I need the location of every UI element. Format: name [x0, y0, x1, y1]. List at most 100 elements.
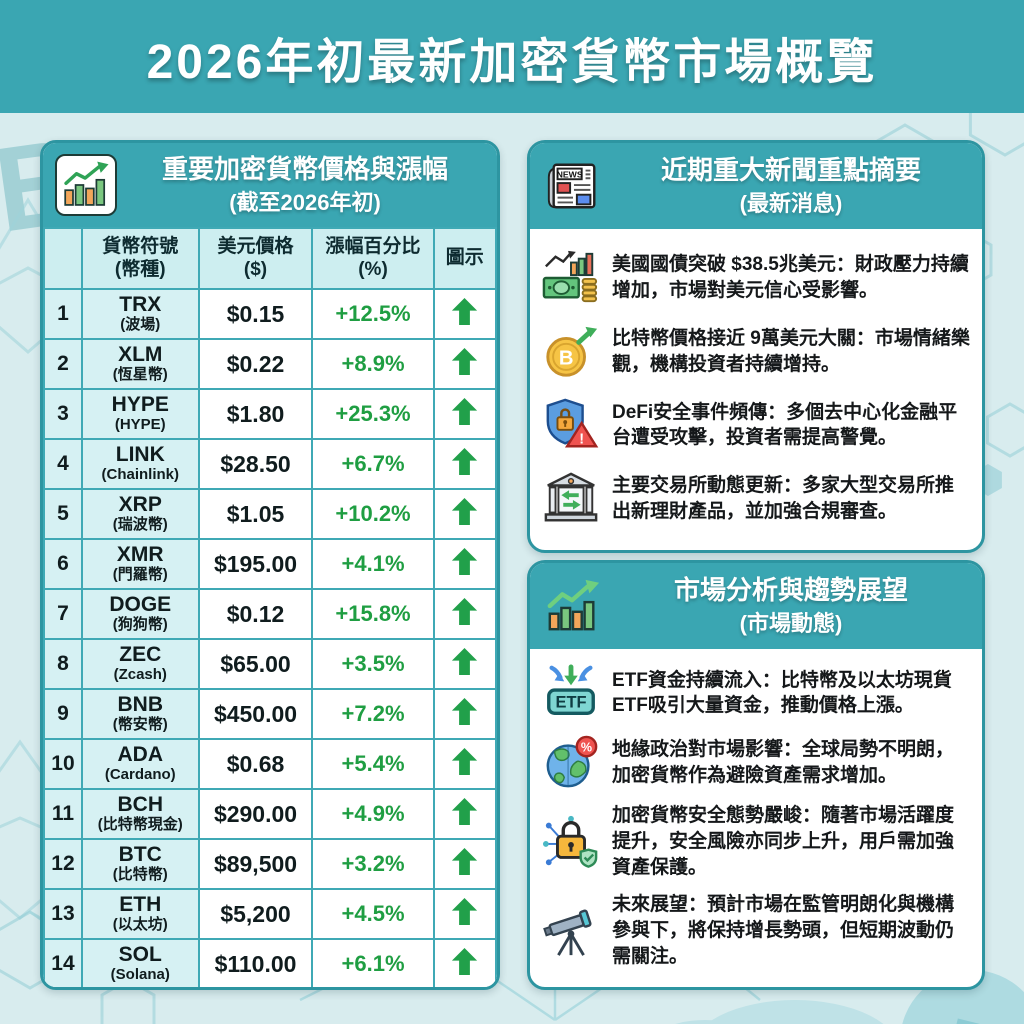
rank-cell: 2 — [43, 338, 83, 390]
symbol-cell: BCH (比特幣現金) — [80, 788, 200, 840]
change-cell: +15.8% — [311, 588, 435, 640]
col-price: 美元價格 ($) — [197, 227, 314, 290]
coin-name: (HYPE) — [114, 415, 166, 433]
symbol-cell: ZEC (Zcash) — [80, 638, 200, 690]
table-row: 14 SOL (Solana) $110.00 +6.1% — [43, 938, 497, 987]
price-cell: $110.00 — [197, 938, 314, 987]
change-cell: +12.5% — [311, 288, 435, 340]
change-cell: +7.2% — [311, 688, 435, 740]
table-row: 1 TRX (波場) $0.15 +12.5% — [43, 288, 497, 340]
price-cell: $89,500 — [197, 838, 314, 890]
rank-cell: 12 — [43, 838, 83, 890]
arrow-cell — [432, 338, 497, 390]
change-cell: +10.2% — [311, 488, 435, 540]
change-cell: +6.7% — [311, 438, 435, 490]
table-row: 2 XLM (恆星幣) $0.22 +8.9% — [43, 338, 497, 390]
news-item-text: DeFi安全事件頻傳：多個去中心化金融平台遭受攻擊，投資者需提高警覺。 — [612, 401, 958, 449]
change-cell: +4.1% — [311, 538, 435, 590]
symbol-cell: BNB (幣安幣) — [80, 688, 200, 740]
up-arrow-icon — [452, 598, 478, 625]
table-row: 4 LINK (Chainlink) $28.50 +6.7% — [43, 438, 497, 490]
table-row: 10 ADA (Cardano) $0.68 +5.4% — [43, 738, 497, 790]
news-panel-title: 近期重大新聞重點摘要 — [660, 154, 921, 185]
price-panel-header: 重要加密貨幣價格與漲幅 (截至2026年初) — [43, 143, 497, 227]
col-icon: 圖示 — [432, 227, 497, 290]
table-row: 13 ETH (以太坊) $5,200 +4.5% — [43, 888, 497, 940]
arrow-cell — [432, 388, 497, 440]
news-item: 主要交易所動態更新：多家大型交易所推出新理財產品，並加強合規審查。 — [542, 470, 970, 528]
up-arrow-icon — [452, 548, 478, 575]
symbol-cell: DOGE (狗狗幣) — [80, 588, 200, 640]
coin-name: (波場) — [120, 315, 161, 333]
table-row: 3 HYPE (HYPE) $1.80 +25.3% — [43, 388, 497, 440]
news-panel-header-text: 近期重大新聞重點摘要 (最新消息) — [614, 154, 968, 219]
price-cell: $0.15 — [197, 288, 314, 340]
arrow-cell — [432, 288, 497, 340]
rank-cell: 3 — [43, 388, 83, 440]
rank-cell: 1 — [43, 288, 83, 340]
analysis-item: % 地緣政治對市場影響：全球局勢不明朗，加密貨幣作為避險資產需求增加。 — [542, 734, 970, 792]
symbol-cell: HYPE (HYPE) — [80, 388, 200, 440]
money-chart-icon — [542, 249, 600, 307]
table-row: 12 BTC (比特幣) $89,500 +3.2% — [43, 838, 497, 890]
price-cell: $65.00 — [197, 638, 314, 690]
analysis-panel: 市場分析與趨勢展望 (市場動態) — [527, 560, 985, 990]
coin-symbol: ZEC — [119, 643, 162, 667]
arrow-cell — [432, 838, 497, 890]
up-arrow-icon — [452, 898, 478, 925]
symbol-cell: LINK (Chainlink) — [80, 438, 200, 490]
coin-symbol: BCH — [117, 793, 164, 817]
arrow-cell — [432, 688, 497, 740]
arrow-cell — [432, 938, 497, 987]
table-row: 6 XMR (門羅幣) $195.00 +4.1% — [43, 538, 497, 590]
change-cell: +25.3% — [311, 388, 435, 440]
symbol-cell: XRP (瑞波幣) — [80, 488, 200, 540]
coin-symbol: DOGE — [109, 593, 172, 617]
change-cell: +3.5% — [311, 638, 435, 690]
col-label: (幣種) — [114, 258, 166, 280]
bitcoin-letter: B — [559, 347, 574, 369]
cloud-shape — [675, 1000, 884, 1024]
price-cell: $450.00 — [197, 688, 314, 740]
coin-name: (瑞波幣) — [112, 515, 168, 533]
price-cell: $1.80 — [197, 388, 314, 440]
col-rank — [43, 227, 83, 290]
coin-symbol: TRX — [119, 293, 162, 317]
news-item: ! DeFi安全事件頻傳：多個去中心化金融平台遭受攻擊，投資者需提高警覺。 — [542, 396, 970, 454]
news-icon-label: NEWS — [557, 169, 583, 179]
analysis-panel-header-text: 市場分析與趨勢展望 (市場動態) — [614, 574, 968, 639]
news-item-text: 比特幣價格接近 9萬美元大關：市場情緒樂觀，機構投資者持續增持。 — [612, 327, 970, 375]
shield-alert-icon: ! — [542, 396, 600, 454]
news-icon: NEWS — [547, 163, 596, 209]
bank-exchange-icon — [542, 470, 600, 528]
symbol-cell: ADA (Cardano) — [80, 738, 200, 790]
analysis-item-text: 加密貨幣安全態勢嚴峻：隨著市場活躍度提升，安全風險亦同步上升，用戶需加強資產保護… — [612, 805, 955, 878]
col-label: 美元價格 — [217, 236, 294, 258]
up-arrow-icon — [452, 398, 478, 425]
table-row: 7 DOGE (狗狗幣) $0.12 +15.8% — [43, 588, 497, 640]
col-label: 漲幅百分比 — [325, 236, 421, 258]
change-cell: +5.4% — [311, 738, 435, 790]
table-row: 11 BCH (比特幣現金) $290.00 +4.9% — [43, 788, 497, 840]
up-arrow-icon — [452, 348, 478, 375]
globe-percent-icon: % — [542, 734, 600, 792]
page-title: 2026年初最新加密貨幣市場概覽 — [146, 35, 878, 89]
rank-cell: 7 — [43, 588, 83, 640]
coin-symbol: BTC — [118, 843, 162, 867]
up-arrow-icon — [452, 798, 478, 825]
coin-name: (Chainlink) — [101, 465, 180, 483]
coin-symbol: HYPE — [111, 393, 169, 417]
news-item: B 比特幣價格接近 9萬美元大關：市場情緒樂觀，機構投資者持續增持。 — [542, 323, 970, 381]
symbol-cell: SOL (Solana) — [80, 938, 200, 987]
symbol-cell: XLM (恆星幣) — [80, 338, 200, 390]
news-item-text: 主要交易所動態更新：多家大型交易所推出新理財產品，並加強合規審查。 — [612, 475, 955, 523]
up-arrow-icon — [452, 498, 478, 525]
up-arrow-icon — [452, 448, 478, 475]
news-panel: NEWS 近期重大新聞重點摘要 (最新消息) — [527, 140, 985, 553]
coin-name: (Zcash) — [113, 665, 167, 683]
rank-cell: 4 — [43, 438, 83, 490]
coin-name: (Cardano) — [104, 765, 176, 783]
coin-symbol: ETH — [119, 893, 162, 917]
coin-symbol: LINK — [115, 443, 165, 467]
